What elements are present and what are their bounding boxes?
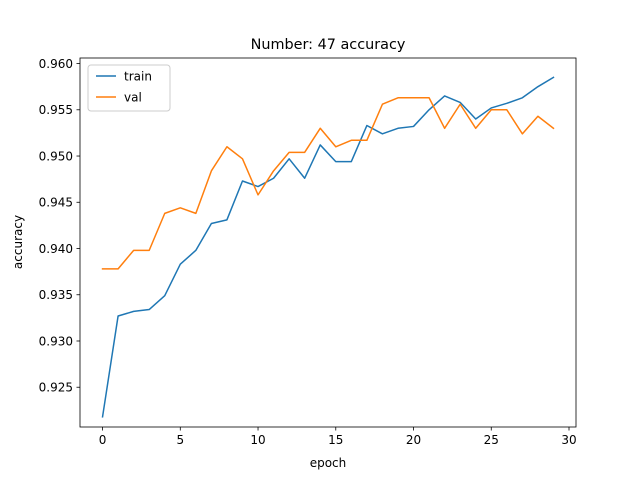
legend-label-train: train (124, 69, 152, 83)
x-axis-title: epoch (310, 456, 347, 470)
y-tick-label: 0.960 (39, 57, 73, 71)
legend-label-val: val (124, 90, 142, 104)
x-tick-label: 15 (328, 433, 343, 447)
legend: train val (87, 64, 171, 112)
y-tick-label: 0.940 (39, 242, 73, 256)
y-tick-label: 0.950 (39, 149, 73, 163)
x-tick-label: 20 (406, 433, 421, 447)
axes: 0 5 10 15 20 25 30 0.925 0.930 0.935 0.940 0.945 0.9… (39, 57, 577, 447)
series-line-val (101, 97, 555, 270)
series-line-train (101, 76, 555, 418)
plot-frame (79, 57, 577, 428)
plot-area (101, 76, 555, 418)
y-tick-label: 0.930 (39, 334, 73, 348)
x-tick-label: 10 (250, 433, 265, 447)
x-tick-label: 5 (176, 433, 184, 447)
y-tick-label: 0.935 (39, 288, 73, 302)
y-axis-title: accuracy (11, 215, 25, 269)
y-tick-label: 0.925 (39, 381, 73, 395)
x-tick-label: 0 (99, 433, 107, 447)
x-tick-label: 30 (561, 433, 576, 447)
y-tick-label: 0.945 (39, 196, 73, 210)
y-tick-label: 0.955 (39, 103, 73, 117)
chart-title: Number: 47 accuracy (251, 37, 406, 53)
x-tick-label: 25 (484, 433, 499, 447)
